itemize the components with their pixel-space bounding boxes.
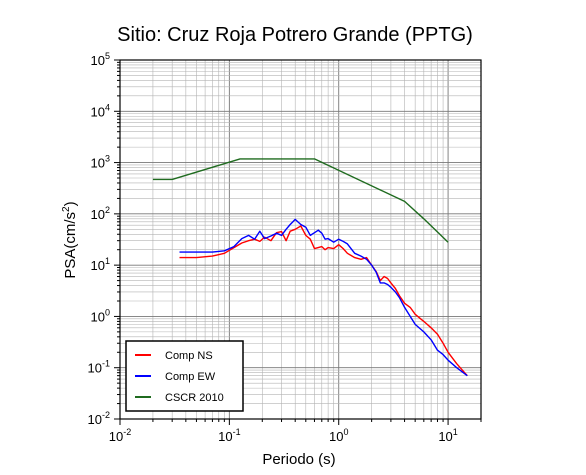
x-tick-label: 10-2 (109, 427, 131, 444)
y-tick-base: 10 (91, 104, 105, 119)
y-axis-label-close: ) (62, 201, 79, 206)
legend-label-ew: Comp EW (165, 371, 216, 383)
y-tick-exp: 5 (105, 51, 110, 61)
y-tick-base: 10 (91, 53, 105, 68)
y-tick-base: 10 (91, 258, 105, 273)
x-tick-base: 10 (218, 429, 232, 444)
x-tick-exp: 0 (343, 427, 348, 437)
y-tick-label: 104 (91, 102, 110, 119)
plot-frame (119, 59, 482, 420)
legend-entry-ew: Comp EW (135, 371, 216, 383)
legend-label-ns: Comp NS (165, 350, 213, 362)
y-axis-label-main: PSA(cm/s (62, 212, 79, 279)
y-tick-base: 10 (91, 309, 105, 324)
x-tick-label: 10-1 (218, 427, 240, 444)
y-tick-label: 102 (91, 205, 110, 222)
y-tick-label: 103 (91, 154, 110, 171)
y-tick-base: 10 (88, 412, 102, 427)
x-tick-base: 10 (109, 429, 123, 444)
y-tick-exp: -1 (102, 359, 110, 369)
series-line-comp-ns (179, 225, 468, 377)
y-axis-label-sup: 2 (61, 206, 72, 212)
x-tick-labels: 10-2 10-1 100 101 (109, 427, 458, 444)
x-tick-base: 10 (329, 429, 343, 444)
y-tick-label: 101 (91, 256, 110, 273)
y-tick-label: 10-1 (88, 359, 110, 376)
axis-ticks (114, 59, 482, 425)
legend-entry-cscr: CSCR 2010 (135, 392, 224, 404)
y-axis-label: PSA(cm/s2) (61, 201, 79, 278)
y-tick-exp: -2 (102, 410, 110, 420)
series (152, 158, 468, 377)
y-tick-label: 105 (91, 51, 110, 68)
y-tick-label: 10-2 (88, 410, 110, 427)
y-tick-exp: 2 (105, 205, 110, 215)
y-tick-base: 10 (91, 156, 105, 171)
y-tick-exp: 3 (105, 154, 110, 164)
y-tick-label: 100 (91, 307, 110, 324)
legend-label-cscr: CSCR 2010 (165, 392, 224, 404)
grid (119, 59, 482, 420)
x-tick-label: 100 (329, 427, 348, 444)
x-tick-exp: -2 (123, 427, 131, 437)
y-tick-base: 10 (88, 361, 102, 376)
legend-entry-ns: Comp NS (135, 350, 213, 362)
legend: Comp NS Comp EW CSCR 2010 (125, 340, 244, 412)
y-tick-exp: 1 (105, 256, 110, 266)
y-tick-exp: 4 (105, 102, 110, 112)
x-tick-exp: 1 (453, 427, 458, 437)
x-axis-label: Periodo (s) (262, 451, 335, 468)
y-tick-exp: 0 (105, 307, 110, 317)
series-line-comp-ew (179, 218, 468, 377)
series-line-cscr-2010 (152, 158, 449, 243)
chart-title: Sitio: Cruz Roja Potrero Grande (PPTG) (117, 24, 473, 46)
x-tick-base: 10 (438, 429, 452, 444)
x-tick-label: 101 (438, 427, 457, 444)
x-tick-exp: -1 (233, 427, 241, 437)
y-tick-base: 10 (91, 207, 105, 222)
